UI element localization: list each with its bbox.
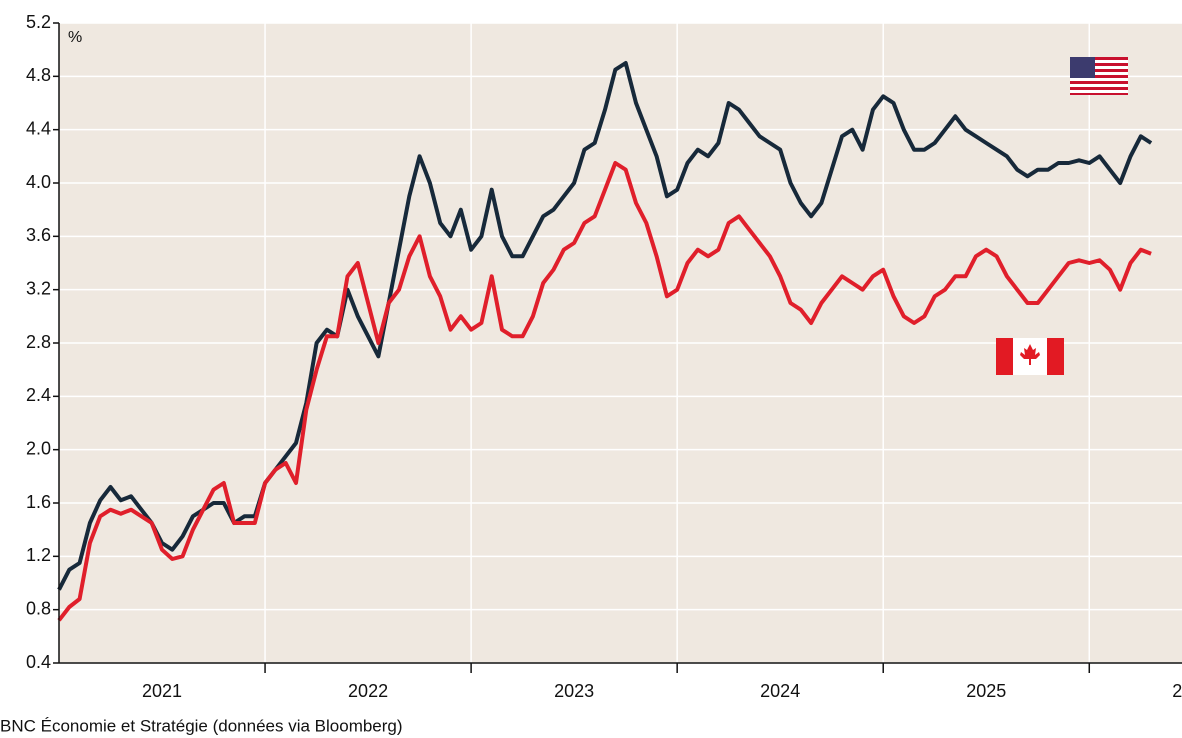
us-flag <box>1070 57 1128 95</box>
y-tick-label: 2.4 <box>26 385 51 405</box>
x-tick-label: 2025 <box>966 681 1006 701</box>
y-tick-label: 2.0 <box>26 438 51 458</box>
y-tick-label: 1.2 <box>26 545 51 565</box>
line-series <box>57 161 1152 622</box>
y-tick-label: 4.4 <box>26 118 51 138</box>
y-tick-label: 5.2 <box>26 12 51 32</box>
y-tick-label: 2.8 <box>26 332 51 352</box>
y-tick-label: 0.8 <box>26 598 51 618</box>
y-tick-label: 4.8 <box>26 65 51 85</box>
x-tick-label: 2023 <box>554 681 594 701</box>
grid <box>59 22 1182 664</box>
y-tick-label: 0.4 <box>26 652 51 672</box>
y-unit: % <box>68 29 82 46</box>
lines <box>57 61 1153 622</box>
y-tick-label: 4.0 <box>26 172 51 192</box>
canada-flag <box>996 338 1064 375</box>
x-tick-label: 2026 <box>1172 681 1182 701</box>
x-tick-label: 2022 <box>348 681 388 701</box>
x-tick-label: 2024 <box>760 681 800 701</box>
x-tick-label: 2021 <box>142 681 182 701</box>
labels: 0.4 0.8 1.2 1.6 2.0 2.4 2.8 3.2 3.6 4.0 4.4 4.8 5.2 2… <box>26 12 1182 701</box>
y-tick-label: 3.6 <box>26 225 51 245</box>
source: BNC Économie et Stratégie (données via B… <box>0 716 403 735</box>
y-tick-label: 1.6 <box>26 492 51 512</box>
line-series <box>57 61 1153 591</box>
y-tick-label: 3.2 <box>26 278 51 298</box>
